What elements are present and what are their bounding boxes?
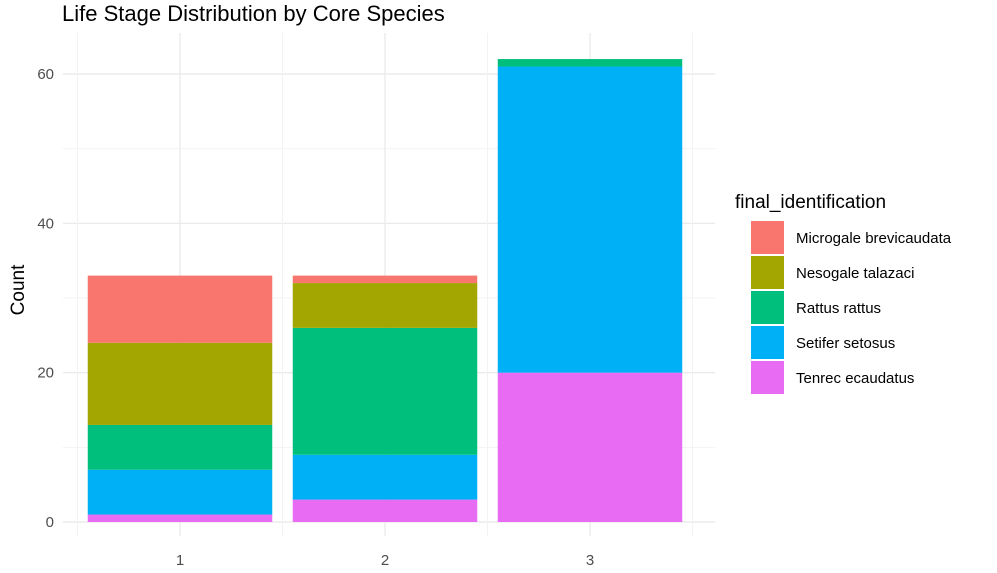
legend-swatch — [751, 361, 784, 394]
y-axis-ticks: 0 20 40 60 — [37, 66, 54, 531]
legend-swatch — [751, 326, 784, 359]
bar-segment — [292, 454, 478, 500]
y-tick-label: 40 — [37, 215, 54, 232]
bar-segment — [87, 342, 273, 425]
bar-segment — [87, 424, 273, 470]
y-tick-label: 60 — [37, 66, 54, 83]
bar-segment — [292, 275, 478, 284]
legend-label: Rattus rattus — [796, 300, 881, 317]
legend-title: final_identification — [735, 192, 886, 213]
legend: final_identification Microgale brevicaud… — [735, 192, 952, 394]
bar-segment — [292, 499, 478, 522]
legend-swatch — [751, 291, 784, 324]
legend-swatch — [751, 221, 784, 254]
bar-segment — [87, 469, 273, 515]
legend-label: Setifer setosus — [796, 335, 895, 352]
y-tick-label: 0 — [46, 514, 54, 531]
legend-label: Microgale brevicaudata — [796, 230, 952, 247]
legend-label: Nesogale talazaci — [796, 265, 914, 282]
bar-segment — [87, 514, 273, 522]
bar-segment — [497, 59, 683, 67]
bar-segment — [497, 372, 683, 522]
legend-label: Tenrec ecaudatus — [796, 370, 914, 387]
bar-segment — [87, 275, 273, 343]
y-tick-label: 20 — [37, 365, 54, 382]
x-tick-label: 2 — [381, 552, 389, 569]
legend-swatch — [751, 256, 784, 289]
x-axis-ticks: 1 2 3 — [176, 552, 594, 569]
chart-title: Life Stage Distribution by Core Species — [62, 1, 445, 26]
y-axis-title: Count — [8, 264, 29, 315]
bar-segment — [292, 283, 478, 328]
bars — [87, 59, 683, 522]
bar-segment — [292, 327, 478, 455]
x-tick-label: 3 — [586, 552, 594, 569]
x-tick-label: 1 — [176, 552, 184, 569]
bar-segment — [497, 66, 683, 373]
